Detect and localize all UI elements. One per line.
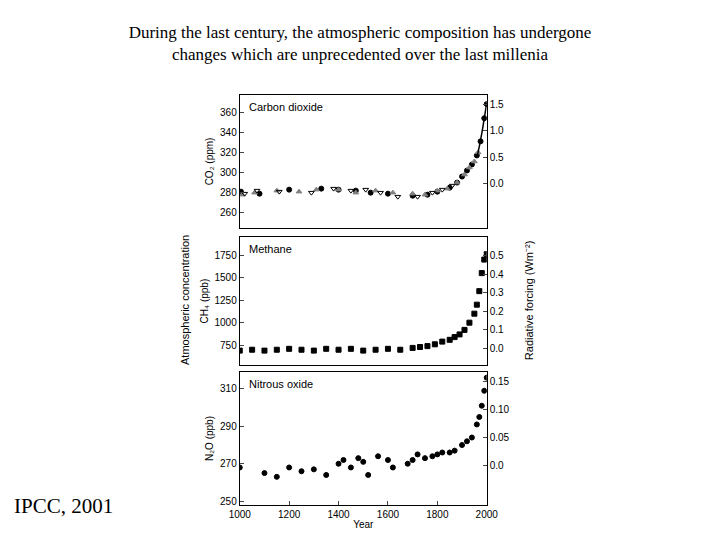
svg-text:1200: 1200 <box>278 509 301 520</box>
svg-text:250: 250 <box>220 496 237 507</box>
svg-text:0.0: 0.0 <box>490 343 504 354</box>
svg-text:Nitrous oxide: Nitrous oxide <box>249 378 313 390</box>
svg-text:320: 320 <box>220 147 237 158</box>
svg-text:1500: 1500 <box>215 272 238 283</box>
svg-text:1800: 1800 <box>426 509 449 520</box>
svg-text:310: 310 <box>220 383 237 394</box>
svg-text:1000: 1000 <box>215 317 238 328</box>
svg-text:0.2: 0.2 <box>490 306 504 317</box>
svg-text:Carbon dioxide: Carbon dioxide <box>249 101 323 113</box>
svg-text:750: 750 <box>220 340 237 351</box>
svg-text:N₂O (ppb): N₂O (ppb) <box>204 416 215 461</box>
svg-text:0.3: 0.3 <box>490 287 504 298</box>
svg-text:Year: Year <box>353 519 374 530</box>
svg-text:300: 300 <box>220 167 237 178</box>
svg-text:0.0: 0.0 <box>490 178 504 189</box>
svg-text:1600: 1600 <box>377 509 400 520</box>
svg-text:0.1: 0.1 <box>490 324 504 335</box>
svg-text:Methane: Methane <box>249 243 292 255</box>
svg-text:0.4: 0.4 <box>490 269 504 280</box>
html-text:During the last century, the a: During the last century, the atmospheric… <box>128 23 592 42</box>
svg-text:0.05: 0.05 <box>490 432 510 443</box>
svg-text:0.5: 0.5 <box>490 152 504 163</box>
html-text:IPCC, 2001: IPCC, 2001 <box>14 494 114 518</box>
svg-text:270: 270 <box>220 458 237 469</box>
svg-text:1.5: 1.5 <box>490 99 504 110</box>
svg-text:1250: 1250 <box>215 295 238 306</box>
svg-text:Radiative forcing (Wm⁻²): Radiative forcing (Wm⁻²) <box>523 241 535 361</box>
svg-text:260: 260 <box>220 207 237 218</box>
html-text:changes which are unprecedente: changes which are unprecedented over the… <box>171 45 549 64</box>
svg-text:290: 290 <box>220 421 237 432</box>
svg-text:CO₂ (ppm): CO₂ (ppm) <box>204 138 215 186</box>
svg-text:1000: 1000 <box>229 509 252 520</box>
svg-text:1750: 1750 <box>215 250 238 261</box>
svg-text:340: 340 <box>220 127 237 138</box>
svg-text:280: 280 <box>220 187 237 198</box>
svg-text:CH₄ (ppb): CH₄ (ppb) <box>199 279 210 324</box>
svg-text:1400: 1400 <box>327 509 350 520</box>
svg-text:Atmospheric concentration: Atmospheric concentration <box>179 235 191 365</box>
svg-text:0.0: 0.0 <box>490 460 504 471</box>
svg-text:2000: 2000 <box>476 509 499 520</box>
svg-text:1.0: 1.0 <box>490 125 504 136</box>
svg-text:360: 360 <box>220 107 237 118</box>
svg-text:0.5: 0.5 <box>490 250 504 261</box>
svg-text:0.10: 0.10 <box>490 404 510 415</box>
svg-text:0.15: 0.15 <box>490 376 510 387</box>
